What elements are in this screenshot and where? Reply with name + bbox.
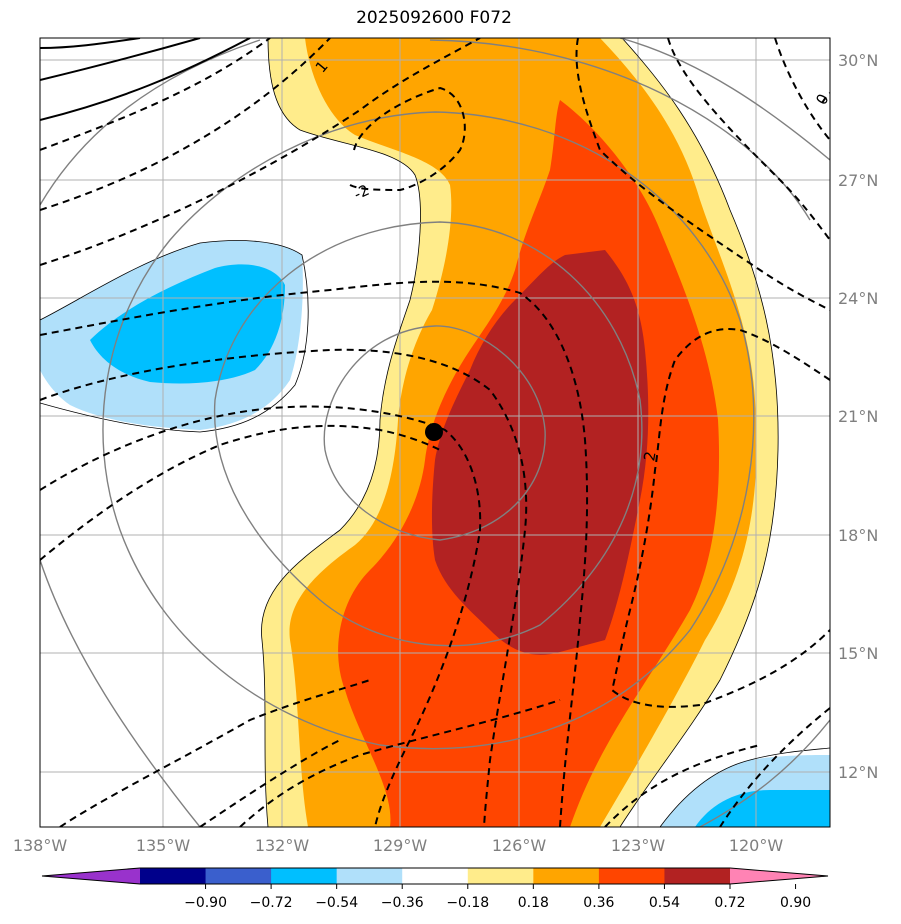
lat-label-15n: 15°N xyxy=(838,644,878,663)
colorbar-tick-label: 0.36 xyxy=(583,895,614,911)
colorbar-segment xyxy=(467,868,534,884)
colorbar-tick-label: −0.72 xyxy=(250,895,293,911)
lat-label-24n: 24°N xyxy=(838,289,878,308)
map-gridlines xyxy=(40,38,830,827)
colorbar-outline xyxy=(41,867,829,885)
lat-label-30n: 30°N xyxy=(838,51,878,70)
lon-label-135w: 135°W xyxy=(136,836,191,855)
colorbar-tick-label: 0.54 xyxy=(649,895,680,911)
colorbar-tick-label: 0.90 xyxy=(780,895,811,911)
colorbar-extend-low xyxy=(42,868,140,884)
lon-label-126w: 126°W xyxy=(492,836,547,855)
colorbar-tick-label: −0.18 xyxy=(446,895,489,911)
dashed-contours xyxy=(40,38,830,827)
colorbar-segment xyxy=(336,868,403,884)
colorbar-extend-high xyxy=(730,868,828,884)
shade-positive-072 xyxy=(431,250,649,655)
colorbar-tick-label: 0.72 xyxy=(714,895,745,911)
colorbar-segment xyxy=(271,868,338,884)
longitude-labels: 138°W 135°W 132°W 129°W 126°W 123°W 120°… xyxy=(13,836,784,855)
lat-label-12n: 12°N xyxy=(838,763,878,782)
shade-negative-036-west xyxy=(90,264,285,384)
lat-label-18n: 18°N xyxy=(838,526,878,545)
storm-center-marker xyxy=(425,423,443,441)
colorbar-tick-label: 0.18 xyxy=(518,895,549,911)
colorbar-segment xyxy=(598,868,665,884)
lon-label-120w: 120°W xyxy=(729,836,784,855)
lat-label-27n: 27°N xyxy=(838,171,878,190)
lat-label-21n: 21°N xyxy=(838,407,878,426)
lon-label-123w: 123°W xyxy=(611,836,666,855)
colorbar-segment xyxy=(140,868,207,884)
contour-label-minus2: -2 xyxy=(351,181,372,204)
map-title: 2025092600 F072 xyxy=(356,8,512,28)
colorbar-segment xyxy=(402,868,469,884)
zero-contour-outlines xyxy=(40,38,830,827)
lon-label-129w: 129°W xyxy=(373,836,428,855)
solid-contours xyxy=(40,38,251,121)
colorbar-tick-label: −0.54 xyxy=(315,895,358,911)
colorbar-segment xyxy=(533,868,600,884)
colorbar: −0.90 −0.72 −0.54 −0.36 −0.18 0.18 0.36 0.54 0.7… xyxy=(41,867,829,911)
map-plot-area: 1 -2 2 0 xyxy=(40,38,830,827)
shade-negative-036-se xyxy=(695,790,830,827)
colorbar-tick-label: −0.90 xyxy=(184,895,227,911)
contour-label-2: 2 xyxy=(640,450,659,463)
radius-rings xyxy=(40,38,830,827)
lon-label-132w: 132°W xyxy=(255,836,310,855)
map-frame xyxy=(39,37,831,828)
colorbar-segment xyxy=(664,868,731,884)
colorbar-tick-label: −0.36 xyxy=(381,895,424,911)
latitude-labels: 30°N 27°N 24°N 21°N 18°N 15°N 12°N xyxy=(838,51,878,782)
colorbar-segment xyxy=(205,868,272,884)
lon-label-138w: 138°W xyxy=(13,836,68,855)
